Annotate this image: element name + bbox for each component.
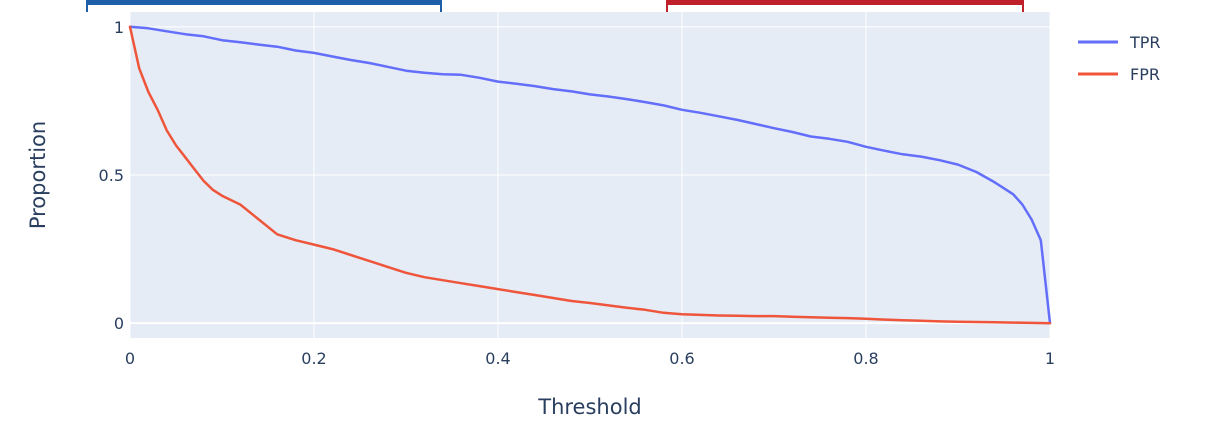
y-axis-title: Proportion xyxy=(26,121,50,229)
gridlines xyxy=(129,12,1051,338)
x-axis-title: Threshold xyxy=(537,395,642,419)
tick-labels: 0 0.2 0.4 0.6 0.8 1 0 0.5 1 xyxy=(99,18,1056,368)
top-accent-bar-red xyxy=(666,0,1024,12)
legend-item-fpr[interactable]: FPR xyxy=(1078,65,1160,84)
series-lines xyxy=(128,25,1052,325)
legend[interactable]: TPR FPR xyxy=(1078,33,1161,84)
x-tick-label: 0.8 xyxy=(853,349,878,368)
legend-item-tpr[interactable]: TPR xyxy=(1078,33,1161,52)
series-line-fpr xyxy=(128,25,1052,325)
y-tick-label: 1 xyxy=(114,18,124,37)
legend-label: TPR xyxy=(1129,33,1161,52)
y-tick-label: 0.5 xyxy=(99,166,124,185)
legend-label: FPR xyxy=(1130,65,1160,84)
x-tick-label: 0.2 xyxy=(301,349,326,368)
x-tick-label: 0.6 xyxy=(669,349,694,368)
x-tick-label: 0.4 xyxy=(485,349,510,368)
x-tick-label: 1 xyxy=(1045,349,1055,368)
top-accent-bar-blue xyxy=(86,0,442,12)
y-tick-label: 0 xyxy=(114,314,124,333)
x-tick-label: 0 xyxy=(125,349,135,368)
series-line-tpr xyxy=(128,25,1052,325)
